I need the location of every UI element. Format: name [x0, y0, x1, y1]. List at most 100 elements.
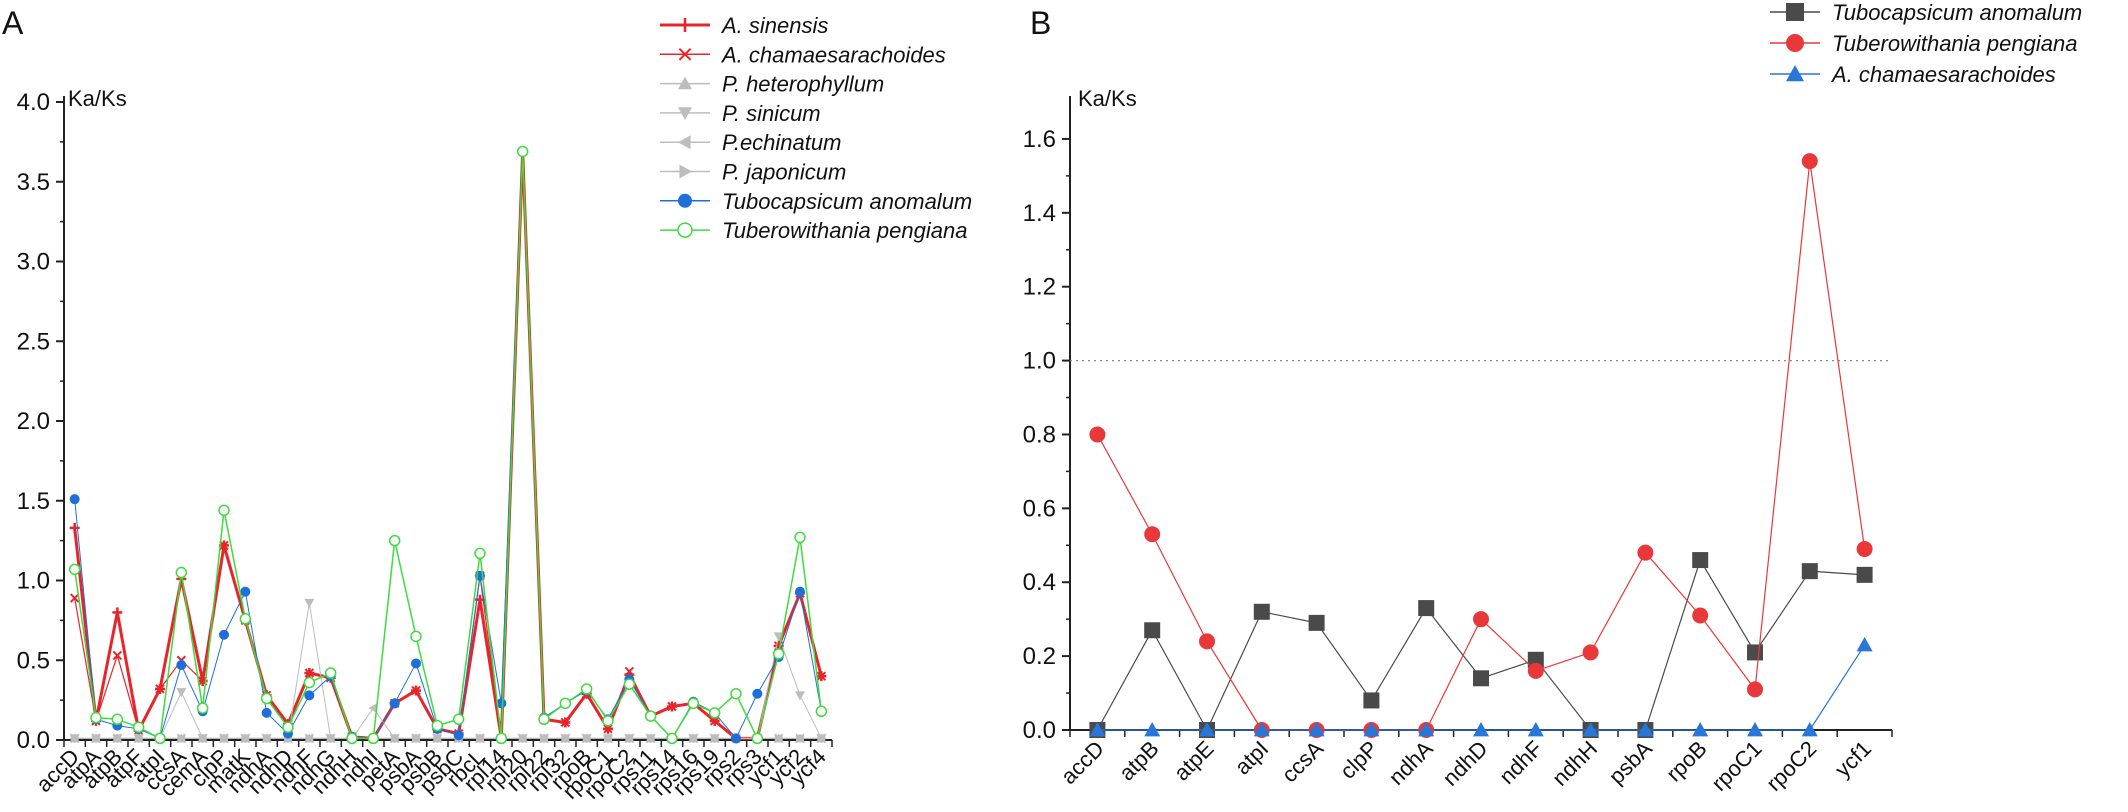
y-tick-label: 0.4	[1023, 569, 1056, 596]
data-point	[260, 692, 273, 705]
data-point	[113, 733, 123, 744]
data-point	[752, 688, 763, 699]
data-point	[538, 713, 550, 726]
data-point	[795, 691, 805, 701]
data-point	[1199, 722, 1215, 737]
y-tick-label: 3.0	[17, 249, 50, 276]
y-tick-label: 0.2	[1023, 643, 1056, 670]
data-point	[1637, 722, 1654, 737]
data-point	[92, 733, 101, 744]
legend-label: A. sinensis	[720, 13, 828, 38]
x-category-label: ccsA	[1277, 736, 1329, 788]
legend: A. sinensis A. chamaesarachoides P. hetero…	[660, 13, 972, 243]
legend-item: A. sinensis	[660, 13, 828, 38]
x-category-label: ndhF	[1494, 736, 1547, 789]
data-point	[177, 733, 187, 744]
data-point	[240, 586, 251, 597]
data-point	[132, 721, 145, 733]
legend-marker	[679, 164, 692, 179]
data-point	[1527, 722, 1544, 737]
data-point	[1473, 611, 1489, 628]
data-point	[453, 730, 464, 741]
legend-item: P.echinatum	[660, 130, 841, 155]
data-point	[474, 547, 486, 560]
data-point	[1253, 722, 1270, 737]
data-point	[111, 713, 124, 726]
legend-marker	[1786, 65, 1804, 82]
y-tick-label: 0.5	[17, 647, 50, 674]
data-point	[261, 707, 272, 718]
data-point	[794, 531, 806, 544]
legend-marker	[678, 107, 692, 120]
data-point	[219, 540, 229, 551]
x-category-label: atpI	[1230, 736, 1274, 780]
data-point	[560, 717, 571, 728]
data-point	[1199, 633, 1215, 650]
data-point	[1363, 722, 1380, 737]
data-point	[346, 732, 358, 745]
x-category-label: rpoC2	[1761, 736, 1821, 796]
data-point	[304, 690, 315, 701]
panel-b-ylabel: Ka/Ks	[1078, 86, 1137, 111]
data-point	[196, 702, 209, 714]
series-line	[74, 150, 822, 740]
data-point	[90, 711, 102, 724]
data-point	[239, 613, 252, 625]
data-point	[219, 629, 229, 640]
y-tick-label: 1.2	[1023, 274, 1056, 301]
data-point	[241, 733, 251, 744]
legend-item: P. sinicum	[660, 101, 821, 126]
legend-item: Tuberowithania pengiana	[1770, 31, 2077, 56]
data-point	[1418, 600, 1435, 617]
data-point	[388, 534, 401, 547]
data-point	[303, 676, 316, 689]
data-point	[1308, 722, 1325, 737]
data-point	[218, 504, 230, 517]
data-point	[1692, 552, 1709, 569]
x-category-label: ycf1	[1830, 736, 1876, 782]
legend-marker	[678, 76, 692, 90]
panel-a-ylabel: Ka/Ks	[68, 86, 127, 111]
data-point	[324, 667, 337, 679]
data-point	[452, 713, 465, 726]
data-point	[220, 733, 229, 744]
legend-label: A. chamaesarachoides	[1830, 62, 2056, 87]
legend-label: A. chamaesarachoides	[720, 42, 946, 67]
data-point	[731, 733, 741, 744]
data-point	[624, 666, 635, 677]
data-point	[1801, 153, 1818, 170]
data-point	[305, 733, 315, 744]
series-line	[74, 150, 822, 739]
data-point	[1801, 722, 1818, 737]
data-point	[666, 732, 678, 745]
data-point	[1144, 526, 1161, 543]
data-point	[112, 650, 123, 661]
data-point	[1527, 662, 1544, 679]
series-tuberowithania-pengiana	[68, 145, 828, 745]
data-point	[175, 566, 188, 579]
data-point	[155, 684, 165, 694]
data-point	[304, 668, 315, 678]
data-point	[410, 630, 422, 643]
data-point	[1582, 644, 1599, 661]
data-point	[625, 733, 635, 744]
data-point	[1637, 544, 1654, 561]
data-point	[389, 698, 400, 709]
legend-marker	[678, 47, 692, 61]
data-point	[644, 710, 657, 722]
data-point	[1308, 614, 1325, 631]
data-point	[709, 716, 720, 726]
data-point	[69, 494, 80, 505]
data-point	[69, 593, 80, 603]
y-tick-label: 1.0	[17, 568, 50, 595]
legend-marker	[678, 18, 692, 32]
legend-item: A. chamaesarachoides	[660, 42, 946, 67]
y-tick-label: 0.0	[17, 727, 50, 754]
data-point	[431, 719, 444, 732]
data-point	[1089, 426, 1106, 443]
data-point	[689, 733, 699, 744]
data-point	[1582, 722, 1599, 737]
data-point	[411, 685, 421, 696]
data-point	[710, 733, 720, 744]
